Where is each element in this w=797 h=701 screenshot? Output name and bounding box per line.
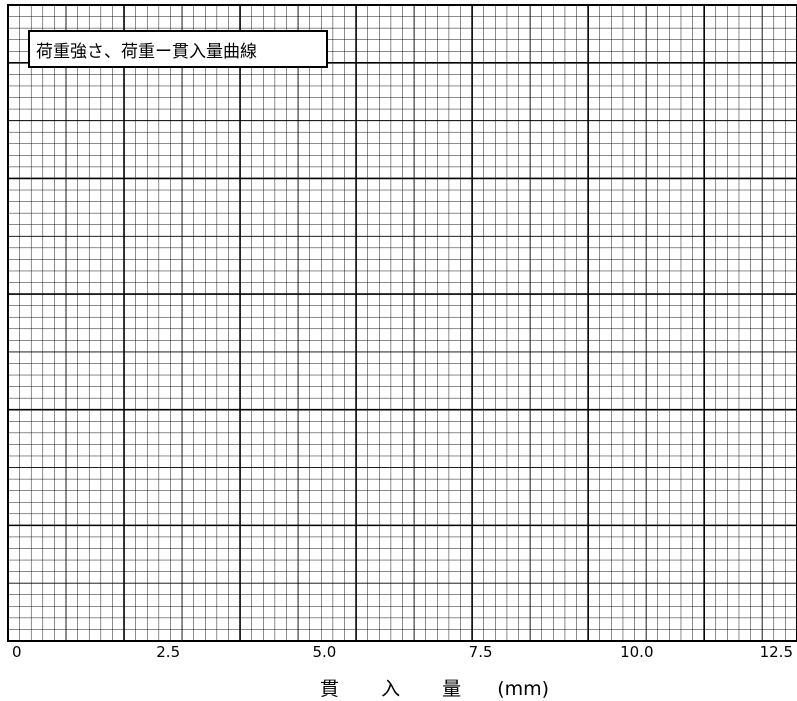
x-axis-label-part-3: 量 [442,674,461,701]
x-axis-label-unit: (mm) [497,678,549,700]
x-tick-label: 10.0 [620,643,653,661]
x-tick-label: 0 [12,643,22,661]
chart-title-box: 荷重強さ、荷重ー貫入量曲線 [28,30,328,68]
chart-title: 荷重強さ、荷重ー貫入量曲線 [36,37,257,62]
x-tick-label: 5.0 [312,643,336,661]
grid-fine-lines [8,5,797,641]
x-tick-label: 7.5 [469,643,493,661]
x-axis-label-part-2: 入 [381,674,400,701]
x-tick-label: 2.5 [156,643,180,661]
x-axis-label: 貫 入 量 (mm) [320,674,549,701]
x-tick-label: 12.5 [760,643,793,661]
x-axis-label-part-1: 貫 [320,674,339,701]
